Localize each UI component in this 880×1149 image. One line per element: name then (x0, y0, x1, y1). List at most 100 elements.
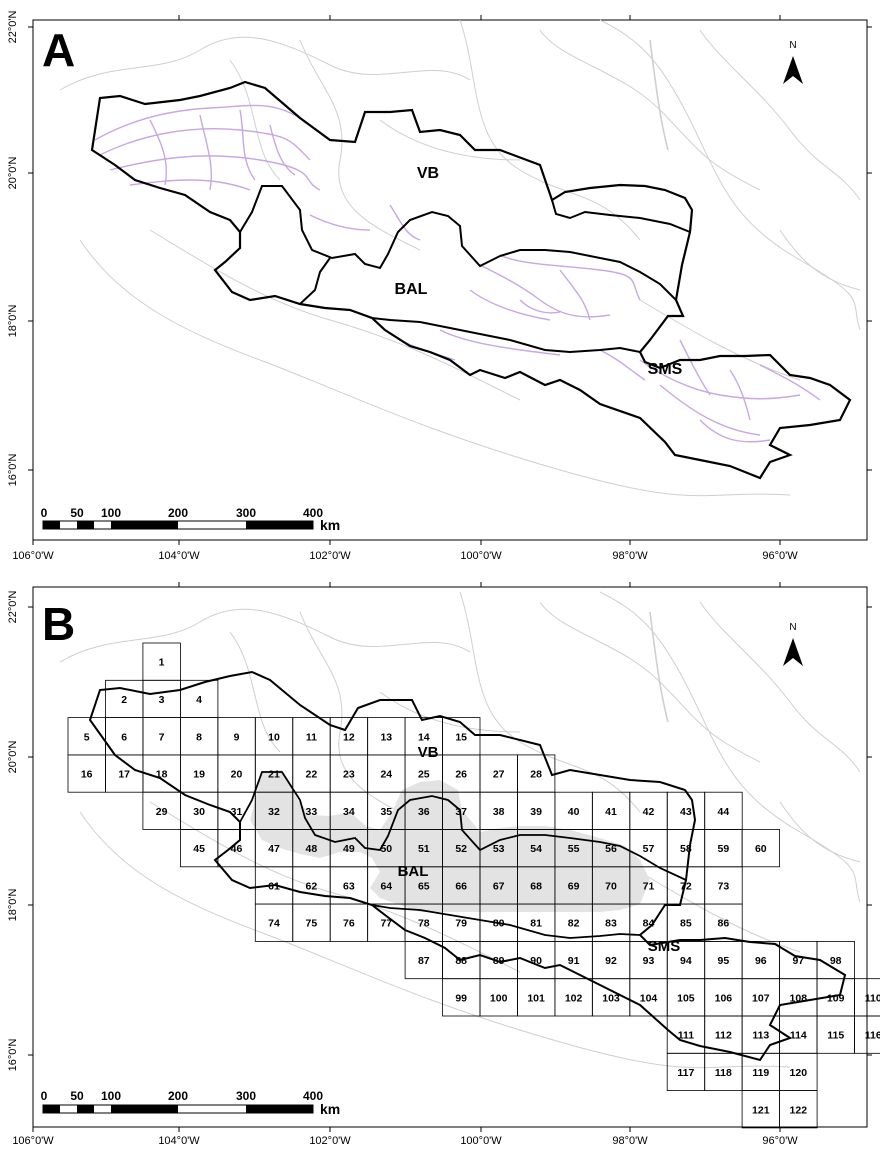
grid-cell-label: 12 (343, 731, 355, 743)
grid-cell-label: 21 (268, 769, 280, 781)
lat-label: 20°0'N (7, 157, 19, 190)
region-label-vb-b: VB (418, 744, 439, 761)
grid-cell-label: 117 (677, 1067, 694, 1079)
inner-boundary (239, 185, 677, 301)
inner-boundary (551, 199, 691, 233)
grid-cell-label: 78 (418, 918, 430, 930)
lat-label: 16°0'N (7, 454, 19, 487)
grid-cell-label: 5 (84, 731, 90, 743)
scale-tick-400: 400 (303, 506, 323, 520)
grid-cell-label: 60 (755, 843, 767, 855)
grid-cell-label: 66 (455, 880, 467, 892)
grid-cell-label: 41 (605, 806, 617, 818)
grid-cell-label: 90 (530, 955, 542, 967)
grid-cell-label: 9 (234, 731, 240, 743)
lat-label: 16°0'N (7, 1039, 19, 1072)
north-arrow-icon: N (783, 40, 803, 84)
grid-cell-label: 46 (231, 843, 243, 855)
grid-cell-label: 29 (156, 806, 168, 818)
lon-label: 100°0'W (460, 550, 502, 562)
region-label-bal-b: BAL (398, 863, 429, 880)
grid-cell-label: 122 (790, 1104, 808, 1116)
lon-label: 106°0'W (12, 1135, 54, 1147)
grid-cell-label: 63 (343, 880, 355, 892)
grid-cell-label: 110 (865, 992, 880, 1004)
lat-label: 18°0'N (7, 889, 19, 922)
grid-cell-label: 56 (605, 843, 617, 855)
scale-tick-400: 400 (303, 1089, 323, 1103)
grid-cell-label: 7 (159, 731, 165, 743)
inner-boundary-b (371, 904, 641, 939)
grid-cell-label: 67 (493, 880, 505, 892)
grid-cell-label: 22 (306, 769, 318, 781)
grid-cell-label: 44 (718, 806, 730, 818)
lon-label: 106°0'W (12, 550, 54, 562)
grid-cell-label: 31 (231, 806, 243, 818)
grid-cell-label: 88 (455, 955, 467, 967)
grid-cell-label: 115 (827, 1030, 844, 1042)
grid-cell-label: 14 (418, 731, 430, 743)
lon-label: 104°0'W (158, 1135, 200, 1147)
grid-cell-label: 91 (568, 955, 580, 967)
inner-boundary (299, 257, 331, 305)
grid-cell-label: 79 (455, 918, 467, 930)
grid-cell-label: 94 (680, 955, 692, 967)
grid-cell-label: 105 (677, 992, 695, 1004)
inner-boundary (371, 317, 641, 354)
gray-zone (250, 770, 650, 912)
grid-cell-label: 52 (455, 843, 467, 855)
lon-label: 96°0'W (762, 1135, 798, 1147)
grid-cell-label: 77 (380, 918, 392, 930)
region-label-sms-b: SMS (648, 938, 681, 955)
grid-cell-label: 106 (715, 992, 733, 1004)
lat-label: 20°0'N (7, 741, 19, 774)
grid-cell-label: 34 (343, 806, 355, 818)
grid-cell-label: 16 (81, 769, 93, 781)
grid-cell-label: 11 (306, 731, 317, 743)
grid-cell-label: 39 (530, 806, 542, 818)
grid-cell-label: 4 (196, 694, 202, 706)
grid-cell-label: 75 (306, 918, 318, 930)
study-region-outline-b (88, 670, 847, 1062)
scale-tick-100: 100 (101, 1089, 121, 1103)
region-label-vb: VB (417, 165, 439, 182)
grid-cell-label: 59 (718, 843, 730, 855)
grid-cell-label: 50 (380, 843, 392, 855)
scale-unit: km (320, 1101, 340, 1117)
grid-cell-label: 37 (455, 806, 467, 818)
grid-cell-label: 18 (156, 769, 168, 781)
grid-cell-label: 64 (380, 880, 392, 892)
north-arrow-icon: N (783, 622, 803, 666)
grid-cell-label: 54 (530, 843, 542, 855)
grid-cell-label: 15 (455, 731, 467, 743)
grid-cell-label: 96 (755, 955, 767, 967)
grid-cell-label: 120 (790, 1067, 808, 1079)
grid-cell-label: 82 (568, 918, 580, 930)
scale-bar-a: 0 50 100 200 300 400 km (41, 506, 341, 533)
grid-cell-label: 97 (792, 955, 804, 967)
lat-label: 18°0'N (7, 305, 19, 338)
grid-cell-label: 86 (718, 918, 730, 930)
grid-cell-label: 98 (830, 955, 842, 967)
grid-cell-label: 109 (827, 992, 845, 1004)
grid-cell-label: 8 (196, 731, 202, 743)
grid-cell-label: 111 (678, 1030, 695, 1042)
scale-tick-300: 300 (236, 1089, 256, 1103)
grid-cell-label: 101 (527, 992, 545, 1004)
panel-a: VB BAL SMS A N 0 50 100 200 300 400 km (7, 11, 872, 562)
inner-boundary-b (239, 771, 687, 881)
grid-cell-label: 74 (268, 918, 280, 930)
grid-cell-label: 1 (159, 657, 165, 669)
highlight-patches (94, 104, 821, 443)
grid-cell-label: 87 (418, 955, 430, 967)
grid-cell-label: 45 (193, 843, 205, 855)
grid-cell-label: 92 (605, 955, 617, 967)
grid-cell-label: 40 (568, 806, 580, 818)
lon-label: 102°0'W (309, 550, 351, 562)
grid-cell-label: 100 (490, 992, 508, 1004)
grid-cell-label: 65 (418, 880, 430, 892)
grid-cell-label: 113 (752, 1030, 769, 1042)
grid-cell-label: 107 (752, 992, 770, 1004)
grid-cell-label: 118 (715, 1067, 732, 1079)
grid-cell-label: 83 (605, 918, 617, 930)
